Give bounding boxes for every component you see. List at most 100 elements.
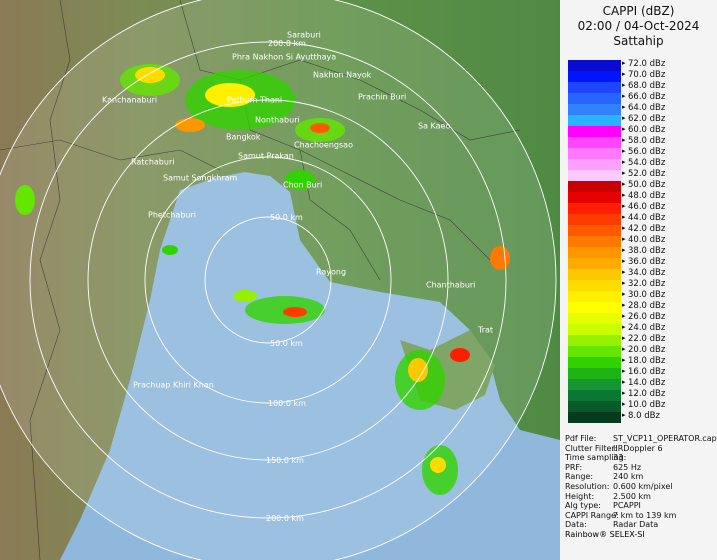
legend-item: 50.0 dBz	[568, 180, 717, 192]
info-label: Clutter Filter:	[565, 443, 618, 453]
legend-label: 22.0 dBz	[622, 334, 665, 344]
legend-item: 48.0 dBz	[568, 191, 717, 203]
legend-swatch	[568, 346, 621, 357]
legend-label: 20.0 dBz	[622, 345, 665, 355]
legend-swatch	[568, 214, 621, 225]
range-rings	[0, 0, 557, 560]
legend-swatch	[568, 225, 621, 236]
legend-item: 42.0 dBz	[568, 224, 717, 236]
legend-item: 32.0 dBz	[568, 279, 717, 291]
info-value: PCAPPI	[613, 501, 641, 511]
legend-item: 52.0 dBz	[568, 169, 717, 181]
legend-item: 24.0 dBz	[568, 323, 717, 335]
legend-item: 40.0 dBz	[568, 235, 717, 247]
place: Trat	[477, 326, 493, 335]
legend-item: 36.0 dBz	[568, 257, 717, 269]
legend-swatch	[568, 280, 621, 291]
legend-swatch	[568, 203, 621, 214]
legend-label: 52.0 dBz	[622, 169, 665, 179]
info-value: Radar Data	[613, 520, 659, 530]
place: Saraburi	[287, 31, 321, 40]
legend-label: 40.0 dBz	[622, 235, 665, 245]
legend-item: 70.0 dBz	[568, 70, 717, 82]
place: Pathum Thani	[227, 96, 282, 105]
legend-swatch	[568, 71, 621, 82]
info-row: PRF: 625 Hz	[565, 463, 717, 473]
info-label: Resolution:	[565, 481, 610, 491]
info-row: Pdf File: ST_VCP11_OPERATOR.cappi	[565, 434, 717, 444]
info-label: Data:	[565, 520, 587, 530]
legend-swatch	[568, 258, 621, 269]
legend-label: 64.0 dBz	[622, 103, 665, 113]
legend-swatch	[568, 401, 621, 412]
place: Rayong	[316, 268, 346, 277]
legend-label: 50.0 dBz	[622, 180, 665, 190]
info-value: ST_VCP11_OPERATOR.cappi	[613, 434, 717, 443]
place: Nakhon Nayok	[313, 71, 372, 80]
place: Kanchanaburi	[102, 96, 157, 105]
legend-swatch	[568, 335, 621, 346]
legend-item: 28.0 dBz	[568, 301, 717, 313]
place: Phra Nakhon Si Ayutthaya	[232, 53, 336, 62]
legend-label: 70.0 dBz	[622, 70, 665, 80]
legend-label: 72.0 dBz	[622, 59, 665, 69]
place: Samut Prakan	[238, 152, 294, 161]
legend-item: 66.0 dBz	[568, 92, 717, 104]
legend-label: 28.0 dBz	[622, 301, 665, 311]
legend-swatch	[568, 357, 621, 368]
legend-item: 30.0 dBz	[568, 290, 717, 302]
legend-label: 60.0 dBz	[622, 125, 665, 135]
legend-item: 44.0 dBz	[568, 213, 717, 225]
place: Chon Buri	[283, 181, 322, 190]
legend-label: 62.0 dBz	[622, 114, 665, 124]
info-row: Clutter Filter:IIRDoppler 6	[565, 444, 717, 454]
legend-item: 26.0 dBz	[568, 312, 717, 324]
info-value: 7 km to 139 km	[613, 510, 677, 520]
range-label: 50.0 km	[270, 339, 303, 348]
legend-swatch	[568, 302, 621, 313]
info-label: Time sampling:	[565, 453, 627, 463]
range-label: 200.0 km	[266, 514, 304, 523]
legend-item: 12.0 dBz	[568, 389, 717, 401]
legend-item: 18.0 dBz	[568, 356, 717, 368]
place: Prachin Buri	[358, 93, 406, 102]
side-panel: CAPPI (dBZ) 02:00 / 04-Oct-2024 Sattahip…	[560, 0, 717, 560]
info-label: Alg type:	[565, 501, 601, 511]
legend: 72.0 dBz70.0 dBz68.0 dBz66.0 dBz64.0 dBz…	[568, 59, 717, 423]
info-label: CAPPI Range:	[565, 510, 619, 520]
legend-item: 34.0 dBz	[568, 268, 717, 280]
info-value: IIRDoppler 6	[613, 443, 663, 453]
legend-label: 34.0 dBz	[622, 268, 665, 278]
legend-label: 58.0 dBz	[622, 136, 665, 146]
legend-item: 58.0 dBz	[568, 136, 717, 148]
legend-label: 16.0 dBz	[622, 367, 665, 377]
info-row: Data: Radar Data	[565, 520, 717, 530]
datetime: 02:00 / 04-Oct-2024	[577, 19, 700, 33]
info-value: 33	[613, 453, 624, 463]
info-value: 240 km	[613, 472, 644, 482]
legend-item: 38.0 dBz	[568, 246, 717, 258]
legend-item: 20.0 dBz	[568, 345, 717, 357]
legend-label: 66.0 dBz	[622, 92, 665, 102]
range-label: 200.0 km	[268, 39, 306, 48]
legend-swatch	[568, 181, 621, 192]
legend-swatch	[568, 390, 621, 401]
site: Sattahip	[613, 34, 664, 48]
legend-label: 68.0 dBz	[622, 81, 665, 91]
legend-item: 62.0 dBz	[568, 114, 717, 126]
info-label: Height:	[565, 491, 595, 501]
legend-swatch	[568, 104, 621, 115]
legend-swatch	[568, 368, 621, 379]
info-row: Time sampling:33	[565, 453, 717, 463]
info-value: 0.600 km/pixel	[613, 481, 673, 491]
legend-label: 12.0 dBz	[622, 389, 665, 399]
info-row: CAPPI Range:7 km to 139 km	[565, 511, 717, 521]
legend-swatch	[568, 82, 621, 93]
legend-label: 44.0 dBz	[622, 213, 665, 223]
info-row: Alg type: PCAPPI	[565, 501, 717, 511]
legend-item: 16.0 dBz	[568, 367, 717, 379]
place: Bangkok	[226, 133, 261, 142]
legend-label: 48.0 dBz	[622, 191, 665, 201]
legend-label: 54.0 dBz	[622, 158, 665, 168]
